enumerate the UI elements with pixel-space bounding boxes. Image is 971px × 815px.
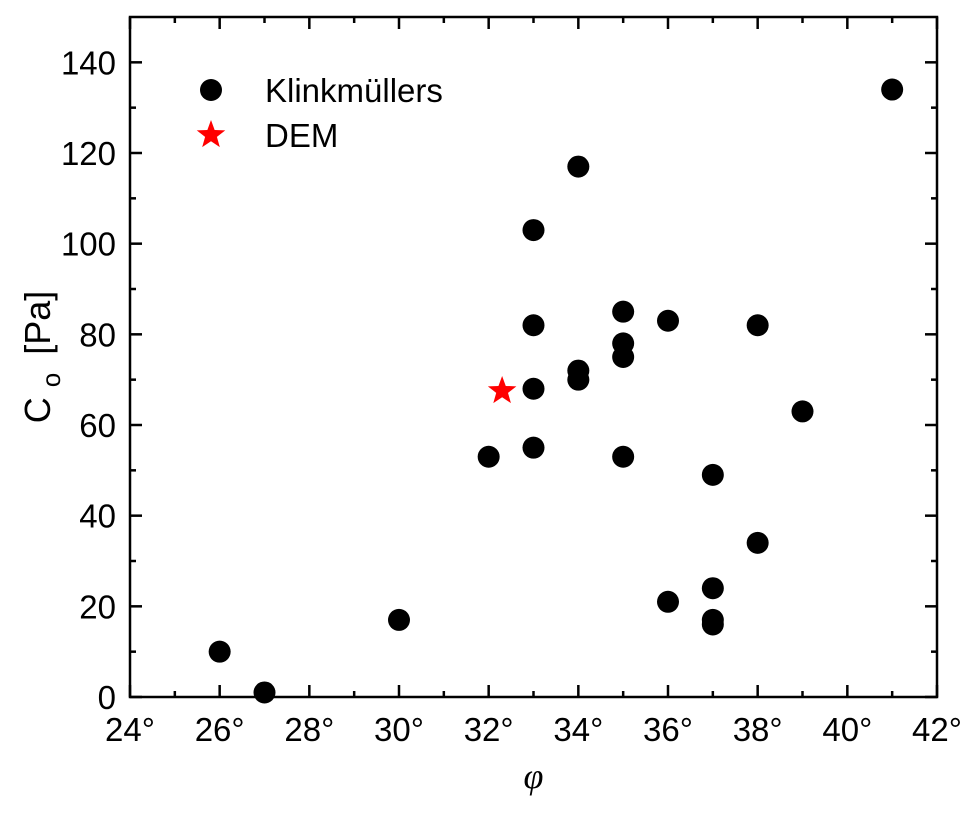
y-tick-label: 20 (79, 588, 116, 625)
y-tick-label: 80 (79, 316, 116, 353)
x-tick-label: 40° (822, 711, 872, 748)
plot-frame (128, 15, 939, 699)
legend: Klinkmüllers DEM (196, 72, 443, 154)
x-tick-label: 28° (284, 711, 334, 748)
y-axis-title-main: C (17, 397, 58, 423)
klinkmullers-point (701, 613, 724, 636)
x-axis-title: φ (524, 756, 544, 796)
klinkmullers-point (612, 346, 635, 368)
x-tick-label: 30° (374, 711, 424, 748)
klinkmullers-point (567, 155, 590, 178)
klinkmullers-point (701, 463, 724, 486)
klinkmullers-point (522, 436, 545, 459)
klinkmullers-point (746, 314, 769, 337)
klinkmullers-point (522, 219, 545, 242)
x-tick-label: 42° (912, 711, 962, 748)
x-tick-label: 36° (643, 711, 693, 748)
klinkmullers-point (791, 400, 814, 423)
klinkmullers-point (657, 590, 679, 613)
y-tick-label: 140 (61, 44, 116, 81)
tick-labels-layer: 24° 26° 28° 30° 32° 34° 36° 38° 40° 42° 0 20 40 60 80 1… (61, 44, 962, 748)
klinkmullers-point (612, 445, 635, 468)
y-axis-title-subscript: o (36, 373, 66, 387)
y-tick-label: 100 (61, 226, 116, 263)
legend-label: DEM (265, 117, 338, 154)
x-tick-label: 32° (464, 711, 514, 748)
klinkmullers-point (701, 577, 724, 600)
x-tick-label: 26° (195, 711, 245, 748)
x-tick-label: 24° (105, 711, 155, 748)
klinkmullers-point (657, 309, 679, 332)
x-tick-label: 38° (733, 711, 783, 748)
y-axis-title: C o [Pa] (17, 291, 68, 424)
points-layer (208, 78, 904, 704)
y-axis-title-unit: [Pa] (17, 291, 58, 355)
x-tick-label: 34° (553, 711, 603, 748)
klinkmullers-point (522, 377, 545, 400)
klinkmullers-point (522, 314, 545, 337)
y-tick-label: 40 (79, 498, 116, 535)
ticks-layer (128, 17, 939, 699)
klinkmullers-point (208, 640, 231, 663)
y-tick-label: 0 (98, 679, 116, 716)
klinkmullers-point (746, 531, 769, 554)
dem-point (487, 376, 517, 404)
y-tick-label: 60 (79, 407, 116, 444)
legend-marker-klinkmullers (200, 79, 222, 101)
klinkmullers-point (567, 368, 590, 391)
klinkmullers-point (388, 608, 410, 631)
legend-marker-dem (196, 120, 226, 148)
y-tick-label: 120 (61, 135, 116, 172)
legend-label: Klinkmüllers (265, 72, 443, 109)
klinkmullers-point (253, 681, 276, 704)
klinkmullers-point (612, 300, 635, 323)
klinkmullers-point (881, 78, 904, 101)
klinkmullers-point (477, 445, 500, 468)
